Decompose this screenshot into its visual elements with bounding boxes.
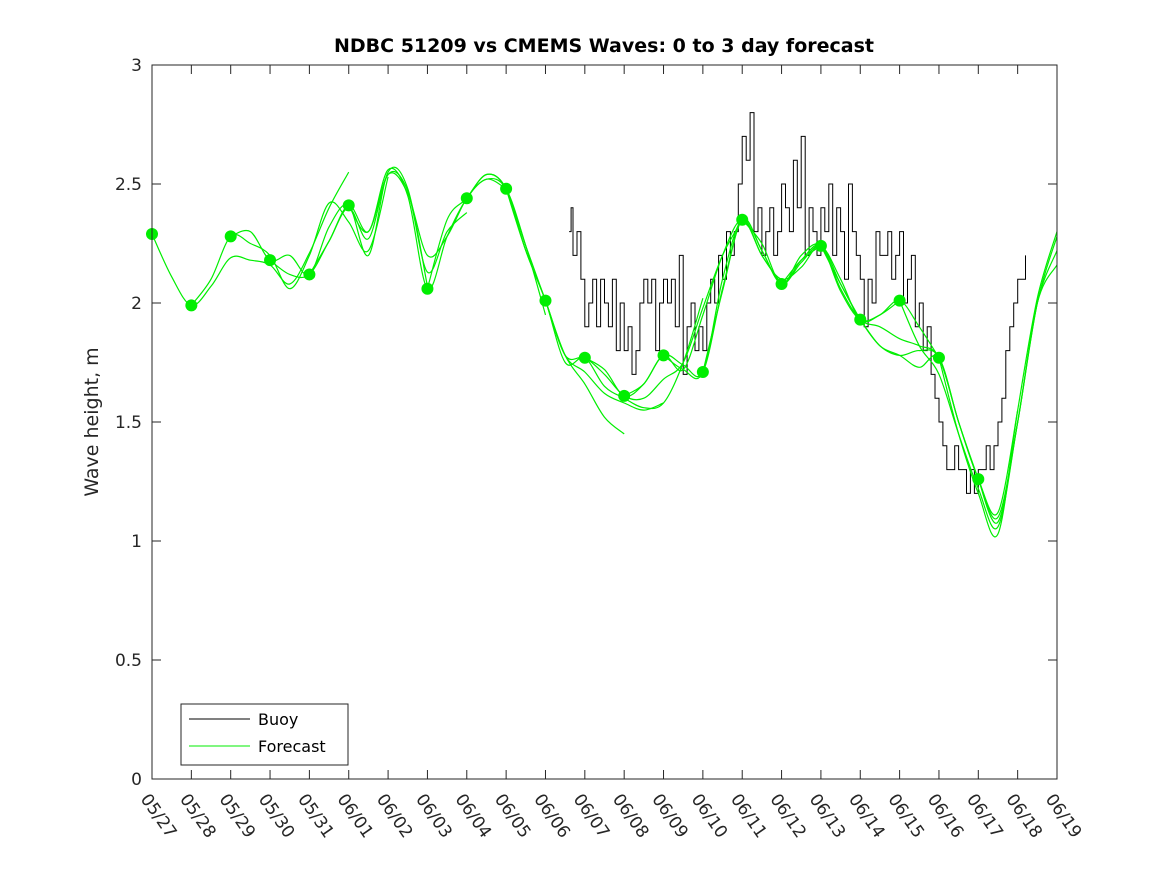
forecast-line bbox=[977, 264, 1058, 524]
forecast-markers bbox=[146, 182, 985, 486]
x-tick-label: 06/06 bbox=[529, 790, 573, 842]
x-tick-label: 06/17 bbox=[962, 790, 1006, 842]
forecast-marker bbox=[736, 213, 749, 226]
forecast-marker bbox=[460, 192, 473, 205]
forecast-marker bbox=[500, 182, 513, 195]
forecast-marker bbox=[893, 294, 906, 307]
forecast-marker bbox=[972, 473, 985, 486]
forecast-marker bbox=[814, 239, 827, 252]
x-tick-label: 06/05 bbox=[490, 790, 534, 842]
x-tick-label: 06/09 bbox=[647, 790, 691, 842]
x-tick-label: 06/16 bbox=[923, 790, 967, 842]
legend-forecast-label: Forecast bbox=[258, 737, 326, 756]
forecast-marker bbox=[303, 268, 316, 281]
y-tick-label: 1 bbox=[131, 532, 142, 552]
forecast-marker bbox=[342, 199, 355, 212]
forecast-line bbox=[426, 173, 625, 435]
y-tick-label: 0 bbox=[131, 770, 142, 790]
forecast-marker bbox=[696, 366, 709, 379]
x-tick-label: 06/12 bbox=[765, 790, 809, 842]
x-tick-label: 06/18 bbox=[1002, 790, 1046, 842]
forecast-line bbox=[741, 219, 940, 359]
forecast-marker bbox=[421, 282, 434, 295]
legend-box bbox=[180, 703, 349, 766]
x-tick-label: 06/08 bbox=[608, 790, 652, 842]
y-tick-label: 2 bbox=[131, 294, 142, 314]
y-axis-label: Wave height, m bbox=[81, 347, 103, 496]
x-tick-label: 06/04 bbox=[451, 790, 495, 842]
x-tick-label: 06/15 bbox=[884, 790, 928, 842]
forecast-marker bbox=[618, 389, 631, 402]
forecast-line bbox=[938, 231, 1058, 538]
legend: Buoy Forecast bbox=[180, 703, 349, 766]
x-tick-label: 05/30 bbox=[254, 790, 298, 842]
x-tick-label: 06/13 bbox=[805, 790, 849, 842]
forecast-line bbox=[505, 188, 704, 410]
forecast-marker bbox=[775, 277, 788, 290]
x-tick-label: 05/29 bbox=[215, 790, 259, 842]
x-tick-label: 06/07 bbox=[569, 790, 613, 842]
x-tick-label: 05/28 bbox=[175, 790, 219, 842]
forecast-marker bbox=[657, 349, 670, 362]
buoy-series bbox=[569, 112, 1026, 494]
y-tick-label: 0.5 bbox=[115, 651, 142, 671]
x-tick-label: 06/02 bbox=[372, 790, 416, 842]
forecast-line bbox=[190, 176, 389, 306]
y-tick-label: 1.5 bbox=[115, 413, 142, 433]
plot-background bbox=[152, 65, 1057, 779]
chart-title: NDBC 51209 vs CMEMS Waves: 0 to 3 day fo… bbox=[334, 35, 874, 57]
forecast-marker bbox=[854, 313, 867, 326]
x-tick-label: 06/01 bbox=[333, 790, 377, 842]
y-axis: 0 0.5 1 1.5 2 2.5 3 bbox=[115, 56, 1057, 790]
buoy-line bbox=[569, 112, 1026, 494]
y-tick-label: 2.5 bbox=[115, 175, 142, 195]
forecast-marker bbox=[932, 351, 945, 364]
x-tick-label: 06/14 bbox=[844, 790, 888, 842]
y-tick-label: 3 bbox=[131, 56, 142, 76]
x-tick-label: 06/10 bbox=[687, 790, 731, 842]
x-tick-label: 05/27 bbox=[136, 790, 180, 842]
forecast-marker bbox=[578, 351, 591, 364]
x-tick-label: 06/11 bbox=[726, 790, 770, 842]
x-tick-label: 06/19 bbox=[1041, 790, 1085, 842]
forecast-marker bbox=[264, 254, 277, 267]
x-tick-label: 06/03 bbox=[411, 790, 455, 842]
x-tick-label: 05/31 bbox=[293, 790, 337, 842]
forecast-marker bbox=[539, 294, 552, 307]
forecast-marker bbox=[185, 299, 198, 312]
forecast-marker bbox=[224, 230, 237, 243]
legend-buoy-label: Buoy bbox=[258, 710, 298, 729]
